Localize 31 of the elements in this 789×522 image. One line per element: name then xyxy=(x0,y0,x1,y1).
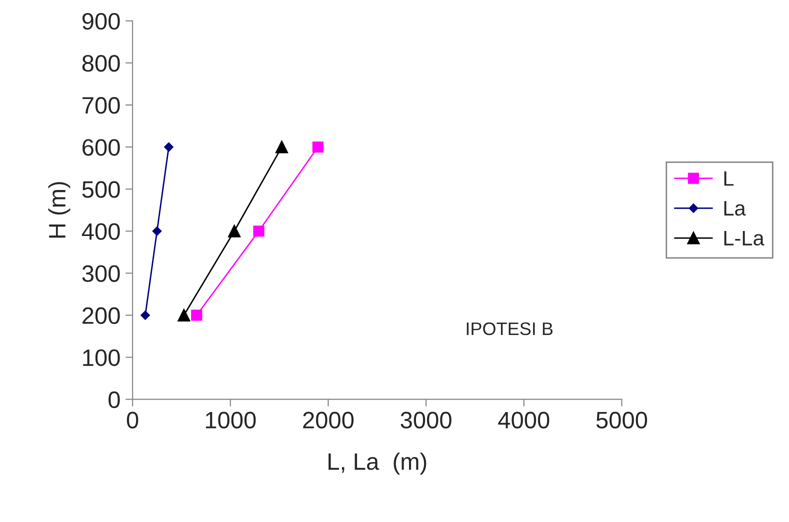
y-tick-label: 600 xyxy=(82,139,120,156)
y-tick-label: 900 xyxy=(82,12,120,30)
point xyxy=(140,310,150,320)
y-tick-label: 100 xyxy=(83,349,120,366)
x-axis-title: L, La (m) xyxy=(328,452,426,475)
y-tick-label: 700 xyxy=(82,97,120,114)
y-tick-label: 400 xyxy=(82,223,120,240)
y-tick-label: 800 xyxy=(82,55,120,72)
x-tick-label: 5000 xyxy=(596,412,648,428)
x-tick-label: 1000 xyxy=(206,412,256,428)
point xyxy=(191,310,202,321)
point xyxy=(178,308,190,322)
point xyxy=(164,142,174,152)
y-tick-label: 200 xyxy=(82,307,120,324)
legend-label: La xyxy=(724,201,746,216)
annotation: IPOTESI B xyxy=(466,322,553,336)
legend-label: L-La xyxy=(724,230,764,246)
x-tick-label: 4000 xyxy=(498,412,550,428)
point xyxy=(276,140,288,154)
x-tick-label: 0 xyxy=(126,412,138,428)
point xyxy=(312,141,324,153)
x-tick-label: 2000 xyxy=(303,412,354,428)
point xyxy=(152,226,162,236)
point xyxy=(228,224,241,238)
y-axis-title: H (m) xyxy=(48,182,70,238)
point xyxy=(253,226,264,237)
x-tick-label: 3000 xyxy=(400,412,452,428)
y-tick-label: 0 xyxy=(108,391,120,408)
legend-label: L xyxy=(724,171,734,186)
y-tick-label: 500 xyxy=(82,181,120,198)
y-tick-label: 300 xyxy=(82,265,120,282)
